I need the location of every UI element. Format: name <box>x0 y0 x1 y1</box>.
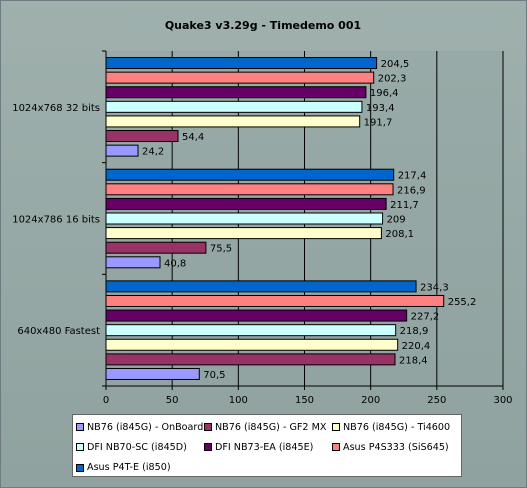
x-tick-label: 250 <box>427 395 446 406</box>
data-label: 217,4 <box>398 171 427 182</box>
legend-swatch <box>332 443 340 452</box>
legend-label: DFI NB70-SC (i845D) <box>87 441 187 453</box>
legend-label: Asus P4S333 (SiS645) <box>343 441 449 453</box>
bar <box>105 367 200 380</box>
data-label: 196,4 <box>370 88 399 99</box>
data-label: 211,7 <box>390 200 419 211</box>
legend-swatch <box>204 443 212 452</box>
bar <box>105 353 396 366</box>
data-label: 40,8 <box>164 258 186 269</box>
legend-item: Asus P4T-E (i850) <box>76 460 204 476</box>
bar <box>105 280 417 293</box>
data-label: 191,7 <box>364 117 393 128</box>
bar <box>105 57 378 70</box>
bar <box>105 168 395 181</box>
data-label: 209 <box>387 215 406 226</box>
bar <box>105 227 382 240</box>
bar <box>105 324 397 337</box>
data-label: 202,3 <box>378 74 407 85</box>
legend-item: Asus P4S333 (SiS645) <box>332 439 462 455</box>
x-tick-label: 200 <box>361 395 380 406</box>
bar <box>105 130 179 143</box>
legend-label: NB76 (i845G) - OnBoard <box>87 421 204 433</box>
legend-swatch <box>76 443 84 452</box>
bar <box>105 241 207 254</box>
legend-item: DFI NB70-SC (i845D) <box>76 439 204 455</box>
legend-label: NB76 (i845G) - Ti4600 <box>343 421 451 433</box>
bar <box>105 294 445 307</box>
x-tick-label: 50 <box>166 395 179 406</box>
legend-item: DFI NB73-EA (i845E) <box>204 439 332 455</box>
chart-title: Quake3 v3.29g - Timedemo 001 <box>165 19 361 32</box>
legend-swatch <box>76 423 84 432</box>
data-label: 220,4 <box>402 341 431 352</box>
legend-item: NB76 (i845G) - OnBoard <box>76 419 204 435</box>
bar <box>105 309 408 322</box>
data-label: 218,4 <box>399 355 428 366</box>
x-tick-label: 0 <box>103 395 109 406</box>
legend-item: NB76 (i845G) - GF2 MX <box>204 419 332 435</box>
bar <box>105 212 384 225</box>
category-label: 1024x768 32 bits <box>12 103 100 114</box>
data-label: 218,9 <box>400 326 429 337</box>
bar <box>105 71 375 84</box>
x-tick-label: 150 <box>295 395 314 406</box>
data-label: 54,4 <box>182 132 204 143</box>
plot-area: 0 50 100 150 200 250 300 1024x768 32 bits 204,5 2… <box>12 50 513 406</box>
bar <box>105 197 387 210</box>
bar <box>105 338 399 351</box>
data-label: 204,5 <box>381 59 410 70</box>
legend-swatch <box>332 423 340 432</box>
data-label: 193,4 <box>366 103 395 114</box>
data-label: 75,5 <box>210 244 232 255</box>
legend-label: NB76 (i845G) - GF2 MX <box>215 421 327 433</box>
data-label: 208,1 <box>385 229 414 240</box>
data-label: 216,9 <box>397 185 426 196</box>
bar <box>105 86 367 99</box>
x-tick-label: 100 <box>229 395 248 406</box>
data-label: 24,2 <box>142 147 164 158</box>
legend: NB76 (i845G) - OnBoard NB76 (i845G) - GF2… <box>72 414 462 477</box>
data-label: 255,2 <box>448 297 477 308</box>
legend-label: Asus P4T-E (i850) <box>87 462 171 474</box>
category-label: 640x480 Fastest <box>17 326 100 337</box>
bar <box>105 100 363 113</box>
bar <box>105 256 161 269</box>
data-label: 227,2 <box>411 312 440 323</box>
bar <box>105 115 361 128</box>
legend-item: NB76 (i845G) - Ti4600 <box>332 419 462 435</box>
data-label: 234,3 <box>420 282 449 293</box>
x-tick-label: 300 <box>493 395 512 406</box>
legend-label: DFI NB73-EA (i845E) <box>215 441 314 453</box>
bar <box>105 183 394 196</box>
legend-swatch <box>204 423 212 432</box>
legend-swatch <box>76 463 84 472</box>
bar <box>105 144 139 157</box>
category-label: 1024x786 16 bits <box>12 215 100 226</box>
data-label: 70,5 <box>203 370 225 381</box>
